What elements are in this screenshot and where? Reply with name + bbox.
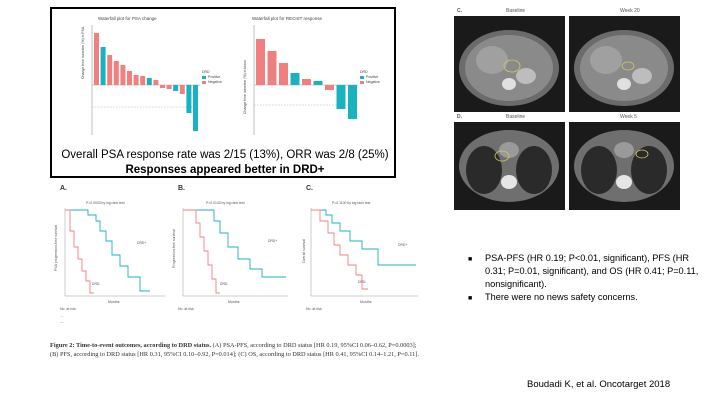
waterfall-bar [279,63,288,85]
km-curve-pos [311,209,416,266]
waterfall-bar [160,85,165,88]
km-label-pos: DRD+ [398,243,408,247]
ct-baseline-label: Baseline [506,114,526,120]
waterfall-bar [173,85,179,91]
risk-table-label: No. at risk [306,307,322,311]
waterfall-bar [113,61,119,85]
km-xlabel: Months [360,300,372,304]
km-curve-pos [65,209,150,292]
drd-response-caption: Responses appeared better in DRD+ [125,164,325,176]
legend-title: DRD [202,70,210,74]
km-panel-c: C. Overall survival P=0.1100 by log rank… [302,183,427,338]
waterfall-bar [267,51,277,85]
psa-legend: DRD Positive Negative [202,70,222,85]
risk-row-pos: — [60,320,64,324]
km-panel-letter: A. [60,185,67,192]
waterfall-bar [348,85,357,119]
km-label-neg: DRD- [220,282,229,286]
ct-row-letter: C. [457,8,462,14]
waterfall-bar [313,81,323,85]
km-panel-letter: B. [178,185,185,192]
waterfall-bar [256,39,265,85]
km-panel-letter: C. [306,185,313,192]
waterfall-bar [302,79,311,85]
waterfall-bar [166,85,172,89]
legend-negative: Negative [366,80,380,84]
ct-baseline-label: Baseline [506,8,526,14]
km-pvalue-note: P=0.0003 by log rank test [86,201,125,205]
km-ylabel: PSA progression-free survival [54,224,58,271]
waterfall-bar [179,85,185,94]
results-bullet-list: ■ PSA-PFS (HR 0.19; P<0.01, significant),… [468,252,706,304]
waterfall-bar [193,85,198,131]
risk-table-label: No. at risk [178,307,194,311]
ct-abdomen-images [454,16,680,112]
km-label-neg: DRD- [358,280,367,284]
waterfall-bar [140,76,146,85]
waterfall-bar [325,85,334,90]
bullet-item: ■ PSA-PFS (HR 0.19; P<0.01, significant),… [468,253,699,289]
legend-negative: Negative [208,80,222,84]
waterfall-bar [120,65,126,85]
km-pvalue-note: P=0.1100 by log rank test [332,201,371,205]
km-label-pos: DRD+ [268,239,278,243]
km-panel-a: A. PSA progression-free survival P=0.000… [50,183,170,338]
waterfall-bar [100,47,106,85]
km-chart-a [64,208,165,297]
recist-waterfall-chart [253,25,358,135]
waterfall-bar [290,73,300,85]
figure-caption-text: (A) PSA-PFS, according to DRD status [HR… [50,342,419,358]
km-curve-neg [65,209,94,294]
waterfall-bar [153,80,159,85]
waterfall-bar [133,75,139,85]
ct-row-letter: D. [457,114,462,120]
bullet-square-icon: ■ [468,256,473,263]
legend-positive: Positive [208,75,221,79]
figure-caption-label: Figure 2: Time-to-event outcomes, accord… [50,342,212,349]
bullet-square-icon: ■ [468,295,473,302]
km-curve-neg [183,209,220,294]
km-panel-b: B. Progression-free survival P=0.0143 by… [172,183,297,338]
waterfall-bar [127,71,132,85]
km-chart-b [182,208,288,297]
kaplan-meier-figure: A. PSA progression-free survival P=0.000… [50,183,430,338]
ct-thorax-images [454,122,680,210]
psa-waterfall-title: Waterfall plot for PSA change [98,16,157,21]
km-curve-pos [183,209,286,278]
bullet-item: ■ There were no news safety concerns. [468,291,706,304]
km-label-pos: DRD+ [137,241,147,245]
legend-positive: Positive [366,75,379,79]
waterfall-bar [146,78,152,85]
waterfall-figure: Waterfall plot for PSA change Change fro… [50,7,396,178]
waterfall-bar [107,55,113,85]
legend-title: DRD [360,70,368,74]
citation: Boudadi K, et al. Oncotarget 2018 [527,379,671,390]
km-pvalue-note: P=0.0143 by log rank test [206,201,245,205]
km-xlabel: Months [228,300,240,304]
recist-waterfall-title: Waterfall plot for RECIST response [252,16,323,21]
ct-scan-figure: C. Baseline Week 20 D. Baseline Week 5 [448,0,680,212]
waterfall-bar [336,85,346,109]
waterfall-bar [94,33,99,85]
km-xlabel: Months [108,300,120,304]
recist-legend: DRD Positive Negative [360,70,380,85]
ct-week20-label: Week 20 [620,8,640,14]
waterfall-bar [186,85,192,113]
km-chart-c [310,208,418,297]
risk-table-label: No. at risk [60,307,76,311]
km-ylabel: Progression-free survival [172,229,176,268]
km-label-neg: DRD- [92,282,101,286]
ct-week5-label: Week 5 [620,114,637,120]
figure-caption: Figure 2: Time-to-event outcomes, accord… [50,342,422,359]
km-curve-neg [311,209,368,290]
response-rate-caption: Overall PSA response rate was 2/15 (13%)… [61,149,389,161]
psa-waterfall-chart [91,25,200,135]
risk-row-neg: — [60,314,114,318]
